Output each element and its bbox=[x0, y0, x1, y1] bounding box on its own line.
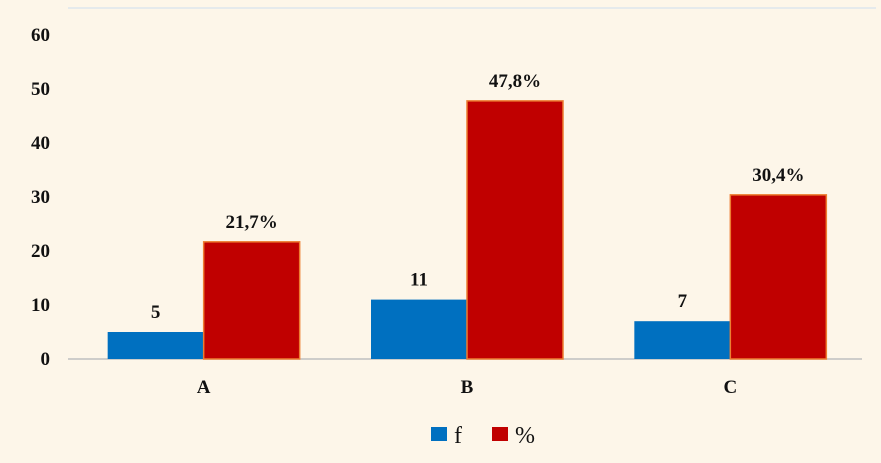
legend: f% bbox=[431, 423, 535, 449]
data-label-percent-a: 21,7% bbox=[226, 212, 278, 233]
data-label-percent-c: 30,4% bbox=[752, 165, 804, 186]
bars bbox=[107, 100, 828, 360]
bar-percent-b bbox=[466, 100, 564, 360]
y-tick-label: 10 bbox=[31, 295, 50, 316]
bar-f-c bbox=[634, 321, 731, 359]
legend-swatch-percent bbox=[492, 427, 508, 441]
data-label-f-b: 11 bbox=[410, 270, 428, 291]
legend-label-f: f bbox=[454, 423, 462, 449]
y-tick-label: 20 bbox=[31, 241, 50, 262]
data-labels: 5 21,7% 11 47,8% 7 30,4% bbox=[151, 71, 805, 323]
bar-percent-a bbox=[202, 241, 301, 360]
category-label-b: B bbox=[461, 377, 474, 398]
bar-f-b bbox=[371, 299, 467, 359]
y-tick-label: 60 bbox=[31, 25, 50, 46]
category-labels: A B C bbox=[197, 377, 737, 398]
bar-percent-c bbox=[729, 194, 828, 360]
y-tick-label: 40 bbox=[31, 133, 50, 154]
legend-swatch-f bbox=[431, 427, 447, 441]
bar-f-a bbox=[107, 332, 204, 359]
legend-label-percent: % bbox=[515, 423, 535, 449]
data-label-f-a: 5 bbox=[151, 302, 161, 323]
category-label-c: C bbox=[723, 377, 737, 398]
category-label-a: A bbox=[197, 377, 211, 398]
data-label-percent-b: 47,8% bbox=[489, 71, 541, 92]
y-tick-label: 50 bbox=[31, 79, 50, 100]
y-tick-label: 30 bbox=[31, 187, 50, 208]
y-tick-label: 0 bbox=[41, 349, 51, 370]
data-label-f-c: 7 bbox=[678, 291, 688, 312]
y-axis-ticks: 0 10 20 30 40 50 60 bbox=[31, 25, 50, 370]
